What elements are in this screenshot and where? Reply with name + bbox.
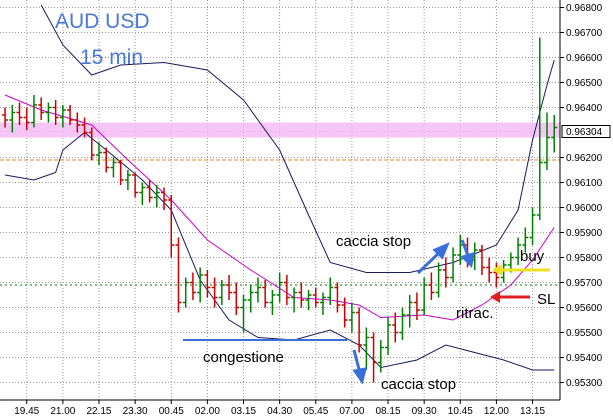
blue-arrows <box>352 239 475 385</box>
grid <box>0 0 560 400</box>
x-tick-label: 03.15 <box>231 406 256 417</box>
annotation: SL <box>537 291 555 308</box>
x-tick-label: 07.00 <box>339 406 364 417</box>
arrow-head <box>432 242 450 260</box>
level-label: 0.96304 <box>566 127 603 138</box>
y-tick-label: 0.95400 <box>566 353 603 364</box>
arrow-head <box>352 367 368 385</box>
x-tick-label: 02.00 <box>195 406 220 417</box>
x-tick-label: 08.15 <box>376 406 401 417</box>
y-tick-label: 0.95500 <box>566 328 603 339</box>
x-tick-label: 12.00 <box>484 406 509 417</box>
x-tick-label: 05.45 <box>303 406 328 417</box>
arrow-head <box>492 264 502 276</box>
red-arrow <box>490 291 530 303</box>
x-tick-label: 13.15 <box>520 406 545 417</box>
y-tick-label: 0.96200 <box>566 153 603 164</box>
band-line <box>40 4 555 273</box>
x-tick-label: 19.45 <box>14 406 39 417</box>
bar-layer <box>2 37 558 383</box>
annotation: caccia stop <box>336 233 411 250</box>
chart-subtitle: 15 min <box>80 46 143 69</box>
chart-title: AUD USD <box>55 10 150 33</box>
level-label-box <box>561 125 611 138</box>
x-tick-label: 10.45 <box>448 406 473 417</box>
x-tick-label: 21.00 <box>50 406 75 417</box>
x-tick-label: 23.30 <box>123 406 148 417</box>
x-tick-label: 00.45 <box>159 406 184 417</box>
price-zone <box>0 122 560 138</box>
y-tick-label: 0.96100 <box>566 178 603 189</box>
arrow-head <box>460 251 475 269</box>
y-tick-label: 0.95700 <box>566 278 603 289</box>
y-tick-label: 0.95300 <box>566 378 603 389</box>
y-tick-label: 0.95600 <box>566 303 603 314</box>
y-tick-label: 0.96700 <box>566 28 603 39</box>
arrow-head <box>490 291 500 303</box>
annotation: congestione <box>203 349 284 366</box>
yellow-arrow <box>492 264 550 276</box>
axis-layer: 0.95300 0.95400 0.95500 0.95600 0.95700 0.958… <box>14 3 611 417</box>
y-tick-label: 0.96000 <box>566 203 603 214</box>
band-line <box>4 131 555 371</box>
y-tick-label: 0.95900 <box>566 228 603 239</box>
x-tick-label: 09.30 <box>412 406 437 417</box>
annotation: buy <box>520 248 545 265</box>
y-tick-label: 0.96500 <box>566 78 603 89</box>
annotation: ritrac. <box>456 305 494 322</box>
x-tick-label: 22.15 <box>86 406 111 417</box>
y-tick-label: 0.95800 <box>566 253 603 264</box>
y-tick-label: 0.96600 <box>566 53 603 64</box>
annotation: caccia stop <box>381 376 456 393</box>
y-tick-label: 0.96800 <box>566 3 603 14</box>
x-tick-label: 04.30 <box>267 406 292 417</box>
y-tick-label: 0.96400 <box>566 103 603 114</box>
